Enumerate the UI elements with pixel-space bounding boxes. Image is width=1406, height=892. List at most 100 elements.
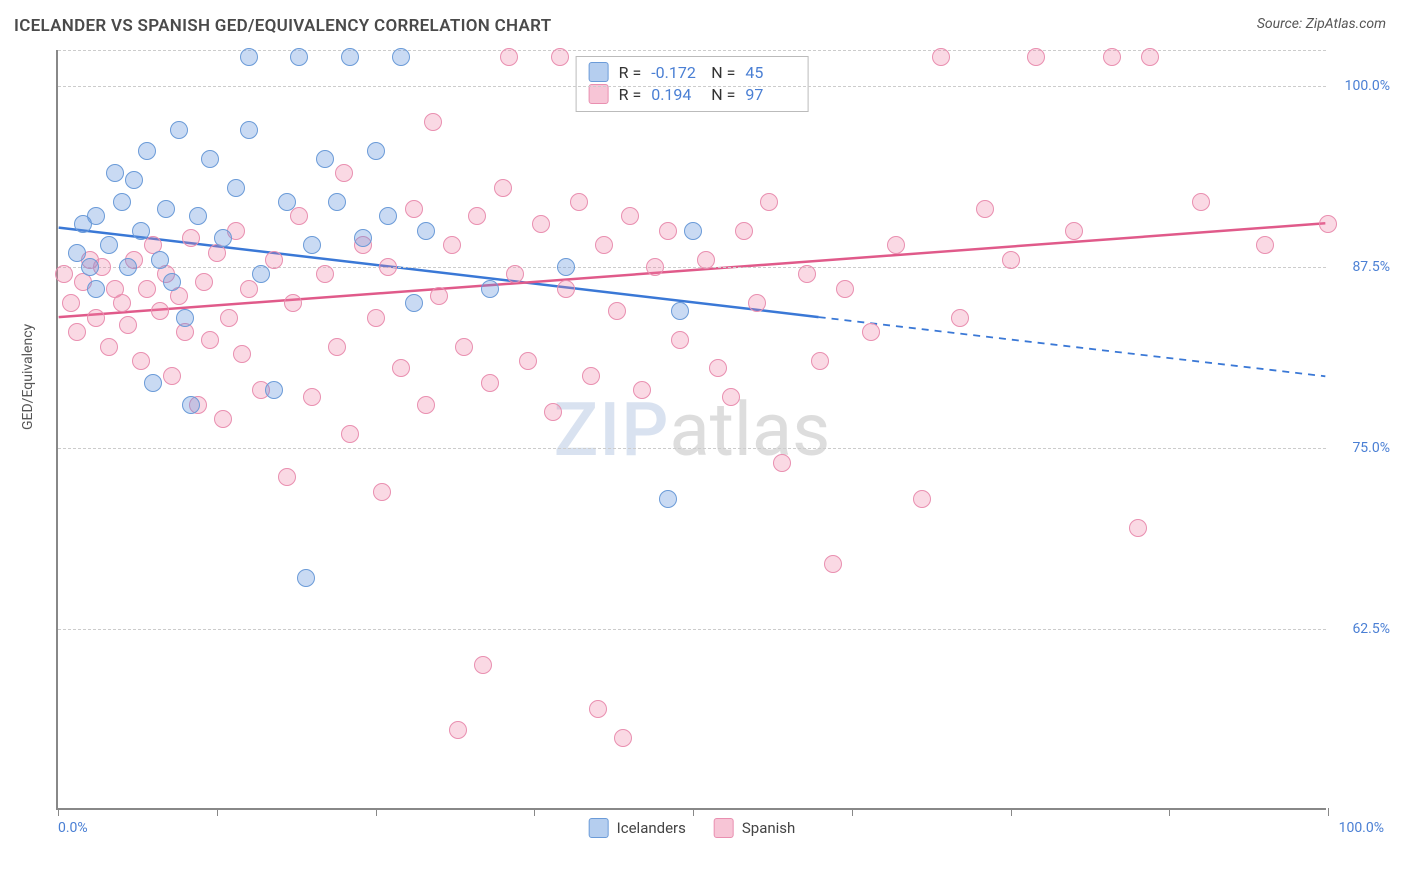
gridline xyxy=(58,267,1326,268)
watermark-part2: atlas xyxy=(669,387,830,474)
data-point-icelanders xyxy=(341,48,359,66)
data-point-spanish xyxy=(87,309,105,327)
series-legend: Icelanders Spanish xyxy=(589,818,796,838)
data-point-spanish xyxy=(1002,251,1020,269)
data-point-spanish xyxy=(951,309,969,327)
data-point-icelanders xyxy=(214,229,232,247)
legend-swatch-icelanders xyxy=(589,818,609,838)
data-point-spanish xyxy=(405,200,423,218)
data-point-spanish xyxy=(367,309,385,327)
data-point-spanish xyxy=(163,367,181,385)
data-point-spanish xyxy=(392,359,410,377)
data-point-spanish xyxy=(195,273,213,291)
n-value-spanish: 97 xyxy=(745,85,795,104)
x-tick-label-start: 0.0% xyxy=(58,820,88,836)
data-point-spanish xyxy=(430,287,448,305)
data-point-spanish xyxy=(182,229,200,247)
data-point-spanish xyxy=(1065,222,1083,240)
gridline xyxy=(58,629,1326,630)
data-point-spanish xyxy=(481,374,499,392)
data-point-icelanders xyxy=(278,193,296,211)
data-point-icelanders xyxy=(252,265,270,283)
data-point-spanish xyxy=(328,338,346,356)
data-point-icelanders xyxy=(157,200,175,218)
data-point-icelanders xyxy=(144,374,162,392)
plot-area: ZIPatlas R = -0.172 N = 45 R = 0.194 N =… xyxy=(56,50,1326,810)
data-point-spanish xyxy=(862,323,880,341)
data-point-spanish xyxy=(544,403,562,421)
data-point-spanish xyxy=(201,331,219,349)
data-point-spanish xyxy=(220,309,238,327)
data-point-spanish xyxy=(1319,215,1337,233)
data-point-icelanders xyxy=(176,309,194,327)
data-point-spanish xyxy=(373,483,391,501)
data-point-spanish xyxy=(659,222,677,240)
data-point-icelanders xyxy=(125,171,143,189)
data-point-icelanders xyxy=(240,48,258,66)
data-point-icelanders xyxy=(240,121,258,139)
data-point-spanish xyxy=(1129,519,1147,537)
data-point-spanish xyxy=(811,352,829,370)
data-point-spanish xyxy=(290,207,308,225)
data-point-spanish xyxy=(284,294,302,312)
data-point-spanish xyxy=(551,48,569,66)
data-point-spanish xyxy=(506,265,524,283)
trendlines-layer xyxy=(58,50,1326,808)
data-point-icelanders xyxy=(367,142,385,160)
x-tick xyxy=(693,808,694,816)
data-point-spanish xyxy=(335,164,353,182)
y-tick-label: 87.5% xyxy=(1352,259,1390,275)
data-point-icelanders xyxy=(290,48,308,66)
data-point-icelanders xyxy=(684,222,702,240)
data-point-spanish xyxy=(532,215,550,233)
source-credit: Source: ZipAtlas.com xyxy=(1257,16,1386,32)
data-point-icelanders xyxy=(297,569,315,587)
data-point-spanish xyxy=(455,338,473,356)
data-point-spanish xyxy=(614,729,632,747)
data-point-spanish xyxy=(233,345,251,363)
r-value-spanish: 0.194 xyxy=(651,85,701,104)
data-point-icelanders xyxy=(132,222,150,240)
data-point-spanish xyxy=(748,294,766,312)
y-axis-label: GED/Equivalency xyxy=(20,324,36,430)
data-point-icelanders xyxy=(303,236,321,254)
x-tick xyxy=(534,808,535,816)
data-point-spanish xyxy=(214,410,232,428)
data-point-spanish xyxy=(240,280,258,298)
r-label: R = xyxy=(619,63,642,82)
data-point-spanish xyxy=(474,656,492,674)
x-tick xyxy=(852,808,853,816)
data-point-spanish xyxy=(449,721,467,739)
data-point-icelanders xyxy=(81,258,99,276)
data-point-spanish xyxy=(798,265,816,283)
legend-label-icelanders: Icelanders xyxy=(617,819,686,837)
data-point-icelanders xyxy=(392,48,410,66)
data-point-spanish xyxy=(138,280,156,298)
y-tick-label: 75.0% xyxy=(1352,440,1390,456)
data-point-spanish xyxy=(621,207,639,225)
gridline xyxy=(58,448,1326,449)
data-point-spanish xyxy=(582,367,600,385)
data-point-spanish xyxy=(424,113,442,131)
data-point-spanish xyxy=(519,352,537,370)
data-point-icelanders xyxy=(189,207,207,225)
data-point-icelanders xyxy=(557,258,575,276)
data-point-spanish xyxy=(1192,193,1210,211)
data-point-spanish xyxy=(773,454,791,472)
data-point-icelanders xyxy=(671,302,689,320)
data-point-spanish xyxy=(151,302,169,320)
data-point-icelanders xyxy=(113,193,131,211)
data-point-spanish xyxy=(709,359,727,377)
data-point-icelanders xyxy=(227,179,245,197)
data-point-icelanders xyxy=(119,258,137,276)
legend-swatch-spanish xyxy=(714,818,734,838)
data-point-spanish xyxy=(443,236,461,254)
chart-container: GED/Equivalency ZIPatlas R = -0.172 N = … xyxy=(14,50,1392,840)
r-value-icelanders: -0.172 xyxy=(651,63,701,82)
data-point-spanish xyxy=(570,193,588,211)
data-point-spanish xyxy=(132,352,150,370)
data-point-spanish xyxy=(55,265,73,283)
x-tick xyxy=(1011,808,1012,816)
data-point-spanish xyxy=(735,222,753,240)
data-point-icelanders xyxy=(354,229,372,247)
